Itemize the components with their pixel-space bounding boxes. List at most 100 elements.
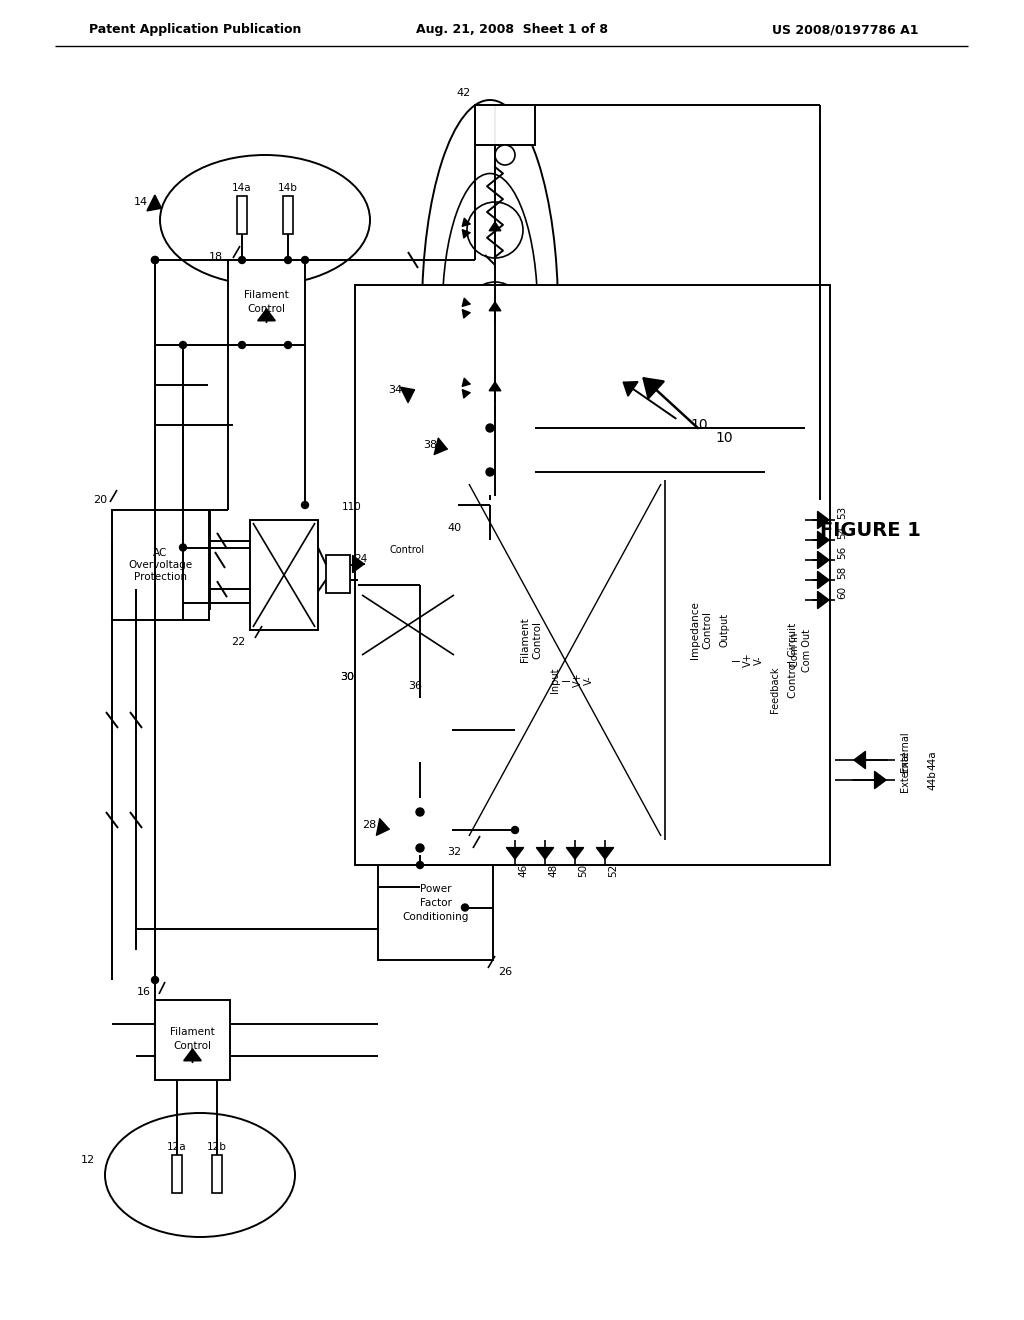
Bar (378, 855, 493, 960)
Text: 48: 48 (548, 863, 558, 876)
Text: 20: 20 (93, 495, 106, 506)
Circle shape (416, 808, 424, 816)
Bar (358, 506, 458, 665)
Circle shape (512, 826, 518, 833)
Text: Aug. 21, 2008  Sheet 1 of 8: Aug. 21, 2008 Sheet 1 of 8 (416, 24, 608, 37)
Text: 52: 52 (608, 863, 618, 876)
Circle shape (239, 342, 246, 348)
Circle shape (495, 145, 515, 165)
Text: Feedback: Feedback (770, 667, 780, 713)
Text: Com In: Com In (790, 632, 800, 667)
Text: Conditioning: Conditioning (402, 912, 469, 923)
Text: 53: 53 (837, 506, 847, 519)
Text: V-: V- (584, 676, 594, 685)
Ellipse shape (105, 1113, 295, 1237)
Circle shape (285, 256, 292, 264)
Circle shape (416, 843, 424, 851)
Circle shape (239, 256, 246, 264)
Bar (250, 520, 318, 630)
Text: I: I (562, 678, 572, 681)
Text: 10: 10 (690, 418, 708, 432)
Circle shape (152, 256, 159, 264)
Text: V+: V+ (573, 673, 583, 688)
Circle shape (285, 342, 292, 348)
Text: 12a: 12a (167, 1142, 186, 1152)
Circle shape (445, 405, 535, 495)
Text: Impedance: Impedance (690, 601, 700, 659)
Circle shape (152, 256, 159, 264)
Text: 44b: 44b (927, 770, 937, 789)
Text: 44a: 44a (927, 750, 937, 770)
Text: 14b: 14b (279, 183, 298, 193)
Bar (212, 1155, 222, 1193)
Text: 56: 56 (837, 545, 847, 558)
Text: Control: Control (532, 620, 542, 659)
Circle shape (301, 502, 308, 508)
Circle shape (388, 698, 452, 762)
Text: Power: Power (420, 884, 452, 895)
Text: US 2008/0197786 A1: US 2008/0197786 A1 (772, 24, 919, 37)
Text: Filament: Filament (244, 289, 289, 300)
Ellipse shape (160, 154, 370, 285)
Text: 32: 32 (446, 847, 461, 857)
Bar (326, 554, 350, 593)
Circle shape (467, 202, 523, 257)
Circle shape (417, 862, 424, 869)
Bar (172, 1155, 182, 1193)
Bar (228, 260, 305, 345)
Text: 14: 14 (134, 197, 148, 207)
Text: External: External (900, 731, 910, 772)
Circle shape (470, 500, 510, 540)
Text: Factor: Factor (420, 899, 452, 908)
Text: 12b: 12b (207, 1142, 227, 1152)
Circle shape (486, 469, 494, 477)
Text: Input: Input (550, 667, 560, 693)
Circle shape (301, 256, 308, 264)
Bar (112, 510, 209, 620)
Text: Control: Control (248, 304, 286, 314)
Bar (237, 195, 247, 234)
Text: 36: 36 (408, 681, 422, 690)
Circle shape (467, 282, 523, 338)
Bar (155, 1001, 230, 1080)
Bar (475, 106, 535, 145)
Text: Control Circuit: Control Circuit (788, 622, 798, 698)
Text: Filament: Filament (520, 618, 530, 663)
Text: Control: Control (173, 1041, 212, 1051)
Text: 38: 38 (423, 440, 437, 450)
Text: 22: 22 (230, 638, 245, 647)
Text: 54: 54 (837, 525, 847, 539)
Text: 14a: 14a (232, 183, 252, 193)
Text: 30: 30 (340, 672, 354, 682)
Text: 28: 28 (361, 820, 376, 830)
Text: AC: AC (154, 548, 168, 558)
Bar (366, 515, 449, 585)
Text: Com Out: Com Out (802, 628, 812, 672)
Text: Overvoltage: Overvoltage (128, 560, 193, 570)
Text: I: I (732, 659, 742, 661)
Text: 26: 26 (498, 968, 512, 977)
Bar (355, 285, 830, 865)
Circle shape (486, 424, 494, 432)
Text: 34: 34 (388, 385, 402, 395)
Text: 10: 10 (715, 432, 732, 445)
Circle shape (179, 342, 186, 348)
Text: Protection: Protection (134, 572, 187, 582)
Bar (465, 480, 805, 840)
Text: Patent Application Publication: Patent Application Publication (89, 24, 301, 37)
Text: V-: V- (754, 655, 764, 665)
Text: 30: 30 (340, 672, 354, 682)
Text: V+: V+ (743, 652, 753, 668)
Text: 46: 46 (518, 863, 528, 876)
Circle shape (388, 799, 452, 862)
Text: 12: 12 (81, 1155, 95, 1166)
Text: Output: Output (720, 612, 730, 647)
Text: 60: 60 (837, 586, 847, 598)
Ellipse shape (442, 173, 538, 446)
Text: Control: Control (390, 545, 425, 554)
Text: External: External (900, 751, 910, 792)
Text: 42: 42 (457, 88, 471, 98)
Text: 16: 16 (137, 987, 151, 997)
Bar (283, 195, 293, 234)
Circle shape (179, 544, 186, 550)
